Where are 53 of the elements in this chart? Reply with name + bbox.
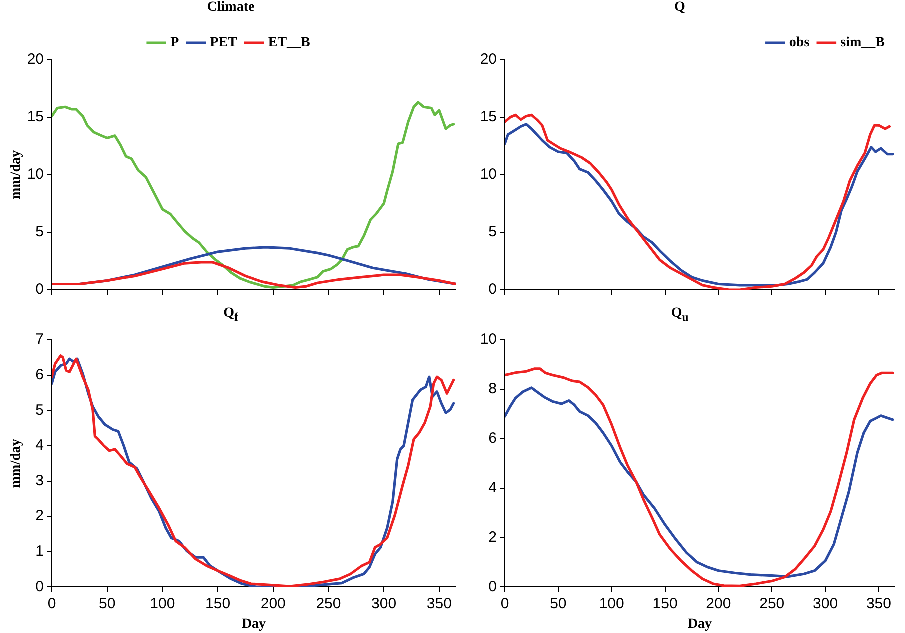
y-axis-title: mm/day: [9, 150, 24, 200]
legend-label: P: [170, 36, 180, 51]
y-tick-label: 15: [27, 108, 44, 126]
x-tick-label: 50: [99, 595, 116, 612]
y-tick-label: 6: [36, 366, 44, 384]
y-tick-label: 10: [480, 331, 497, 348]
y-tick-label: 8: [488, 380, 497, 398]
legend-label: ET__B: [268, 36, 310, 51]
y-tick-label: 2: [488, 528, 497, 546]
x-tick-label: 300: [372, 595, 397, 612]
legend-label: sim__B: [840, 36, 886, 51]
x-tick-label: 200: [706, 595, 732, 612]
x-tick-label: 200: [260, 595, 286, 612]
legend-label: obs: [789, 36, 810, 51]
chart-title: Q$_{u}$: [671, 306, 689, 324]
y-tick-label: 20: [480, 51, 497, 68]
y-tick-label: 5: [36, 224, 44, 241]
chart-title: Q$_{f}$: [224, 306, 238, 324]
y-tick-label: 7: [36, 331, 44, 348]
chart-title: Climate: [207, 0, 255, 16]
y-tick-label: 0: [488, 578, 497, 596]
x-tick-label: 250: [760, 595, 785, 612]
y-tick-label: 10: [480, 166, 497, 184]
y-tick-label: 15: [480, 108, 497, 126]
x-tick-label: 100: [599, 595, 624, 612]
y-tick-label: 3: [36, 472, 44, 490]
y-tick-label: 5: [36, 402, 44, 419]
x-tick-label: 0: [48, 595, 56, 612]
legend-label: PET: [210, 36, 238, 51]
x-tick-label: 50: [550, 595, 567, 612]
y-tick-label: 0: [36, 281, 44, 298]
x-tick-label: 250: [316, 595, 342, 612]
x-tick-label: 350: [426, 595, 452, 612]
y-tick-label: 10: [27, 166, 44, 184]
x-tick-label: 300: [813, 595, 838, 612]
y-tick-label: 1: [36, 543, 44, 560]
chart-title: Q: [674, 0, 686, 16]
x-tick-label: 100: [150, 595, 176, 612]
x-tick-label: 350: [866, 595, 892, 612]
y-tick-label: 0: [36, 578, 44, 596]
y-tick-label: 6: [488, 430, 497, 448]
y-axis-title: mm/day: [9, 439, 24, 488]
x-tick-label: 150: [206, 595, 231, 612]
x-tick-label: 0: [500, 595, 510, 612]
y-tick-label: 5: [488, 224, 497, 241]
y-tick-label: 20: [27, 51, 44, 68]
y-tick-label: 4: [488, 479, 497, 496]
x-axis-title: Day: [242, 617, 266, 632]
y-tick-label: 2: [36, 508, 44, 525]
y-tick-label: 0: [488, 281, 497, 298]
y-tick-label: 4: [36, 437, 44, 454]
x-axis-title: Day: [688, 617, 712, 632]
x-tick-label: 150: [652, 595, 678, 612]
